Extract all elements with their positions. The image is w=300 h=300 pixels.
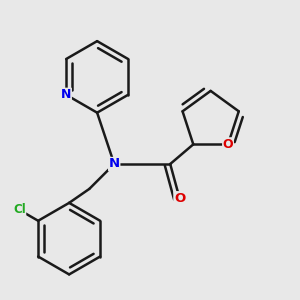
Text: Cl: Cl [13,203,26,216]
Text: N: N [61,88,71,101]
Text: O: O [223,138,233,151]
Text: O: O [174,192,185,205]
Text: N: N [109,158,120,170]
